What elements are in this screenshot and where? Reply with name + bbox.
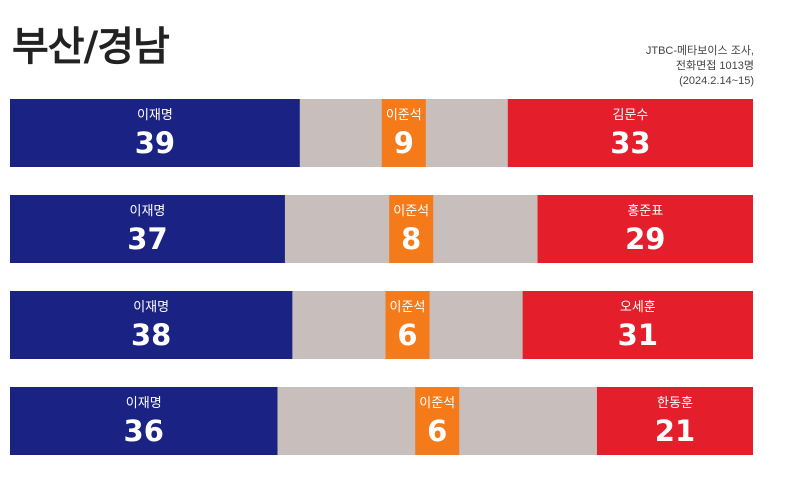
candidate-name-label: 이준석 [390, 300, 426, 315]
candidate-name-label: 이준석 [419, 396, 455, 411]
candidate-name-label: 이준석 [386, 108, 422, 123]
data-label: 36 [124, 414, 164, 448]
candidate-name-label: 오세훈 [620, 300, 656, 315]
data-label: 21 [655, 414, 695, 448]
bar-segment-middle [385, 291, 430, 359]
bar-segment-left [10, 291, 293, 359]
candidate-name-label: 이준석 [393, 204, 429, 219]
source-line-2: 전화면접 1013명 [675, 60, 754, 72]
data-label: 37 [127, 222, 167, 256]
bar-segment-middle [389, 195, 434, 263]
bar-segment-right [507, 99, 753, 167]
bar-segment-right [596, 387, 753, 455]
candidate-name-label: 이재명 [133, 300, 169, 315]
bar-segment-left [10, 387, 278, 455]
bar-segment-middle [381, 99, 426, 167]
candidate-name-label: 이재명 [130, 204, 166, 219]
data-label: 6 [427, 414, 447, 448]
data-label: 6 [397, 318, 417, 352]
data-label: 31 [618, 318, 658, 352]
bar-row: 이재명 39 이준석 9 김문수 33 [10, 99, 753, 167]
data-label: 33 [610, 126, 650, 160]
survey-source: JTBC-메타보이스 조사, 전화면접 1013명 (2024.2.14~15) [646, 44, 754, 89]
chart-title: 부산/경남 [12, 24, 170, 70]
bar-row: 이재명 38 이준석 6 오세훈 31 [10, 291, 753, 359]
bar-segment-right [522, 291, 753, 359]
candidate-name-label: 한동훈 [657, 396, 693, 411]
candidate-name-label: 홍준표 [627, 204, 663, 219]
data-label: 29 [625, 222, 665, 256]
data-label: 9 [394, 126, 414, 160]
bar-segment-right [537, 195, 753, 263]
source-line-1: JTBC-메타보이스 조사, [645, 45, 754, 57]
candidate-name-label: 김문수 [612, 108, 648, 123]
candidate-name-label: 이재명 [126, 396, 162, 411]
data-label: 8 [401, 222, 421, 256]
bar-segment-left [10, 99, 300, 167]
data-label: 39 [135, 126, 175, 160]
source-line-3: (2024.2.14~15) [679, 75, 754, 87]
bar-segment-left [10, 195, 285, 263]
candidate-name-label: 이재명 [137, 108, 173, 123]
bar-segment-middle [415, 387, 460, 455]
bar-row: 이재명 36 이준석 6 한동훈 21 [10, 387, 753, 455]
bar-row: 이재명 37 이준석 8 홍준표 29 [10, 195, 753, 263]
data-label: 38 [131, 318, 171, 352]
